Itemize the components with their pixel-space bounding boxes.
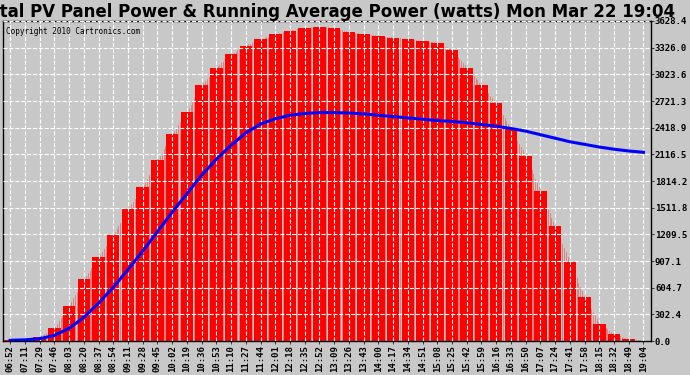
Bar: [225, 54, 237, 341]
Bar: [460, 68, 473, 341]
Bar: [166, 134, 179, 341]
Bar: [520, 156, 532, 341]
Bar: [137, 187, 149, 341]
Bar: [446, 50, 458, 341]
Bar: [343, 32, 355, 341]
Bar: [593, 324, 606, 341]
Bar: [416, 41, 428, 341]
Bar: [608, 334, 620, 341]
Bar: [4, 340, 17, 341]
Bar: [254, 39, 267, 341]
Bar: [181, 112, 193, 341]
Bar: [534, 191, 546, 341]
Bar: [63, 306, 75, 341]
Bar: [269, 34, 282, 341]
Bar: [121, 209, 135, 341]
Bar: [92, 257, 105, 341]
Bar: [357, 34, 370, 341]
Bar: [77, 279, 90, 341]
Bar: [549, 226, 562, 341]
Bar: [33, 337, 46, 341]
Bar: [313, 27, 326, 341]
Bar: [431, 43, 444, 341]
Bar: [107, 235, 119, 341]
Title: Total PV Panel Power & Running Average Power (watts) Mon Mar 22 19:04: Total PV Panel Power & Running Average P…: [0, 3, 675, 21]
Bar: [372, 36, 384, 341]
Bar: [19, 339, 31, 341]
Bar: [578, 297, 591, 341]
Text: Copyright 2010 Cartronics.com: Copyright 2010 Cartronics.com: [6, 27, 140, 36]
Bar: [387, 38, 400, 341]
Bar: [195, 85, 208, 341]
Bar: [402, 39, 414, 341]
Bar: [564, 262, 576, 341]
Bar: [475, 85, 488, 341]
Bar: [151, 160, 164, 341]
Bar: [284, 30, 296, 341]
Bar: [299, 28, 311, 341]
Bar: [504, 129, 517, 341]
Bar: [239, 45, 252, 341]
Bar: [210, 68, 223, 341]
Bar: [48, 328, 61, 341]
Bar: [622, 339, 635, 341]
Bar: [490, 103, 502, 341]
Bar: [328, 28, 340, 341]
